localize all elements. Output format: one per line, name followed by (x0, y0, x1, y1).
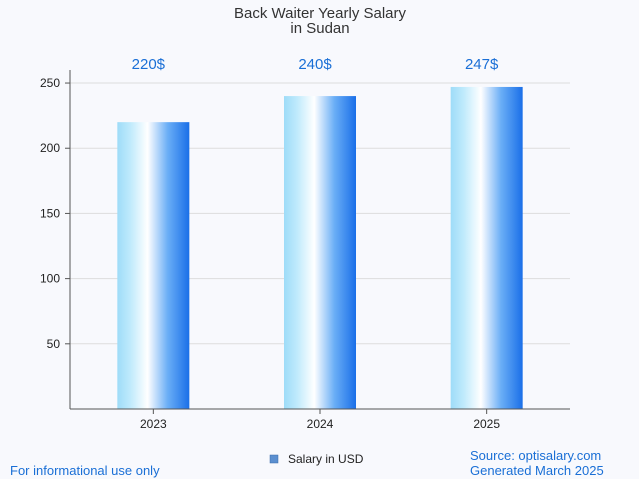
x-tick-label: 2023 (140, 417, 167, 431)
y-tick-label: 200 (40, 141, 60, 155)
bar-2025 (450, 86, 523, 409)
legend: Salary in USD (269, 452, 364, 466)
bar-2024 (284, 96, 356, 410)
y-tick-label: 50 (47, 337, 61, 351)
data-label-2024: 240$ (298, 56, 332, 73)
chart-subtitle: in Sudan (290, 20, 349, 37)
y-tick-label: 100 (40, 272, 60, 286)
legend-swatch (269, 454, 279, 464)
data-label-2025: 247$ (465, 56, 499, 73)
source-link[interactable]: Source: optisalary.com (470, 448, 602, 463)
data-label-2023: 220$ (132, 56, 166, 73)
legend-label: Salary in USD (288, 452, 364, 466)
y-tick-label: 250 (40, 76, 60, 90)
disclaimer-text: For informational use only (10, 463, 160, 478)
x-tick-label: 2024 (307, 417, 334, 431)
bar-2023 (117, 122, 190, 410)
chart-title: Back Waiter Yearly Salary (234, 5, 407, 22)
generated-date: Generated March 2025 (470, 463, 604, 478)
x-tick-label: 2025 (473, 417, 500, 431)
y-tick-label: 150 (40, 206, 60, 220)
